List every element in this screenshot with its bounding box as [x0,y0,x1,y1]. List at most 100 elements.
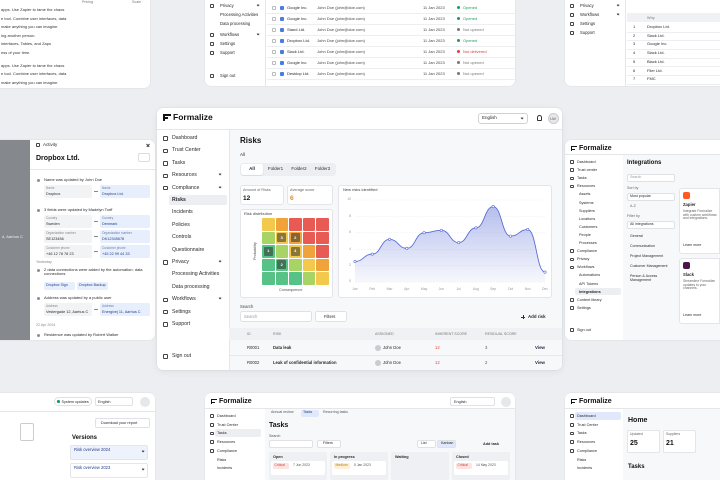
new-value-box [100,230,150,243]
nav-icon [163,354,168,359]
entry-text: 3 fields were updated by Madelyn Torff [44,207,113,212]
nav-item: Dashboard [172,135,198,141]
nav-item: Customers [579,224,598,229]
row-divider [267,57,515,58]
tab: Folder1 [267,166,284,171]
company: Desktop Ltd. [287,70,310,76]
add-task: Add task [483,442,500,446]
chip [77,282,108,290]
divider [30,169,155,170]
date: 11 Jan 2023 [423,26,445,32]
due-date: 14 May 2023 [476,463,496,467]
residual-score: 3 [485,345,488,350]
matrix-cell [302,258,315,271]
status: Opened [463,4,478,10]
company-icon [280,60,284,65]
row-number: 3 [633,41,636,47]
entry-dot [37,208,40,212]
text-line: apps. Use Zapier to tame the chaos [1,7,65,12]
matrix-cell [316,245,329,258]
risks-app: Formalize English LW Dashboard Trust Center T… [157,108,562,370]
view-link: View [535,360,545,365]
text-line: make anything you can imagine. [1,79,59,85]
filter-label: Filter by [627,214,640,218]
nav-item: Resources [577,184,596,189]
x-tick-label: Jun [438,287,445,291]
nav-item: Questionnaire [172,246,205,253]
nav-item: Trust Center [172,147,201,154]
company: Slack Ltd. [287,48,305,54]
filters: Filters [324,313,336,319]
row-number: 4 [633,50,636,56]
text-line: ess of your time. [1,50,31,55]
nav-item: Integrations [579,289,601,294]
new-value: +45 22 99 44 33 [102,252,130,256]
contact: John Doe (john@doe.com) [317,4,365,10]
day-label: Yesterday [36,260,52,264]
matrix-cell [289,218,302,231]
new-value-box [100,215,150,228]
matrix-count: 3 [280,234,283,240]
entry-dot [37,178,40,182]
priority-tag [273,463,289,469]
nav-item: Systems [579,200,594,205]
page-title: Integrations [627,160,662,166]
filter-option: Project Management [630,254,664,258]
company-icon [280,16,284,21]
home-panel: Formalize Dashboard Trust Center Tasks Resou… [565,393,720,480]
status: Not delivered [463,48,487,54]
filter-option: General [630,234,643,238]
nav-icon [570,440,574,444]
x-tick-label: Oct [507,287,514,291]
nav-icon [570,168,574,172]
x-tick-label: Jan [352,287,358,291]
nav-item: Automations [579,273,601,278]
y-tick-label: 0 [349,279,351,284]
status-dot [457,28,460,32]
nav-item: Privacy [220,3,234,8]
status-dot [457,39,460,43]
sort-label: Sort by [627,186,639,190]
priority-tag [456,463,472,469]
bell-icon [537,115,542,121]
add-risk: Add risk [528,313,546,319]
nav-icon [570,423,574,427]
status-dot [57,400,60,403]
company-icon [280,71,284,76]
chip [44,282,75,290]
filter-option: All integrations [630,222,654,226]
nav-item: Privacy [580,3,594,8]
nav-icon [210,431,214,436]
sign-out: Sign out [577,328,591,332]
logo-mark [163,114,171,116]
sort-value: Most popular [630,194,651,198]
due-date: 7 Jun 2023 [293,463,310,467]
date: 11 Jan 2023 [423,59,445,65]
date: 11 Jan 2023 [423,48,445,54]
integration-card [679,258,720,324]
filters-button [317,440,341,448]
nav-item: Tasks [217,431,227,436]
date: 11 Jan 2023 [423,4,445,10]
stat-card [627,430,660,453]
integration-logo [683,262,690,269]
checkbox [272,60,276,65]
arrow [94,236,98,237]
stat-value: 6 [290,195,294,202]
text-line: apps. Use Zapier to tame the chaos [1,62,65,68]
tasks-panel: Formalize English Dashboard Trust Center Tas… [205,393,515,480]
line [354,206,546,273]
risk-id: R0002 [247,360,260,365]
section-title: Versions [72,435,98,441]
y-tick-label: 8 [349,213,351,218]
stat-value: 12 [243,195,251,202]
tab: Annual review [271,410,294,414]
priority: Critical [274,463,285,467]
entry-text: Residence was updated by Robert Walker [44,332,119,337]
nav-icon [210,51,214,56]
matrix-cell [275,245,288,258]
nav-item: Processes [579,241,597,245]
table-header-cell: INHERENT SCORE [435,331,468,336]
status: Not opened [463,26,484,32]
logo-mark [211,401,216,404]
